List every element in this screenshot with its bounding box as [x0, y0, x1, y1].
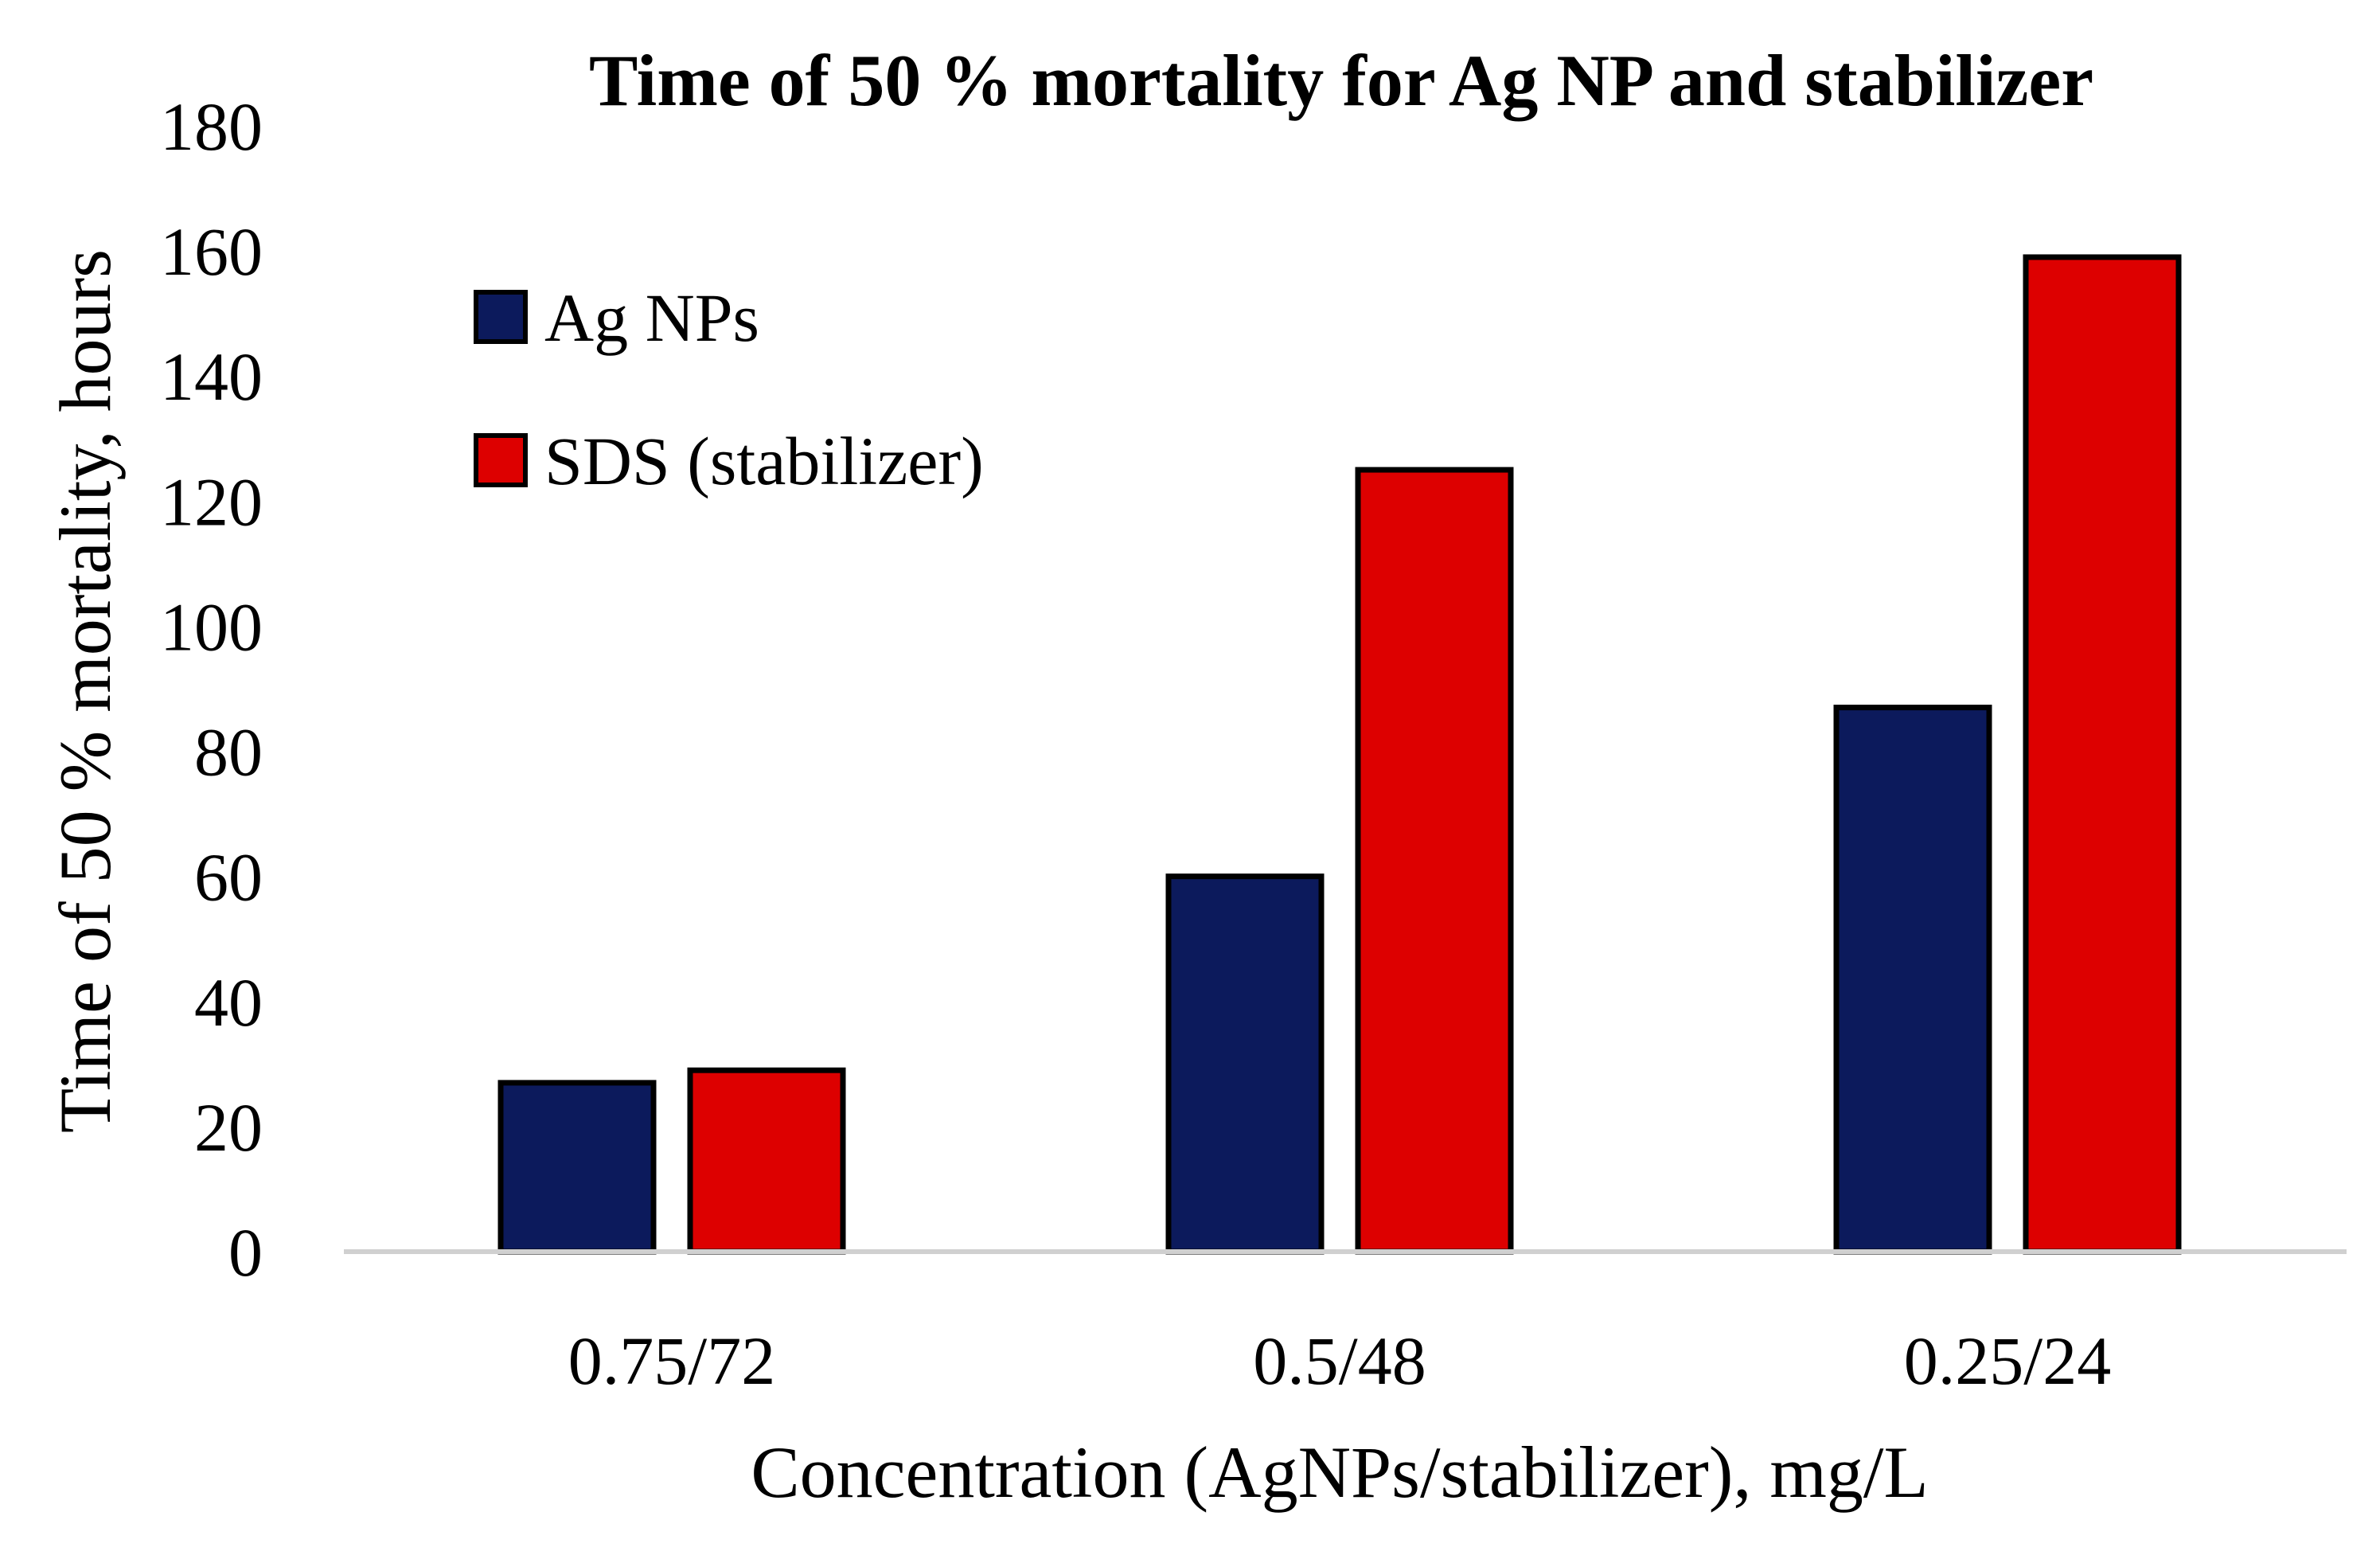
y-tick-label: 80	[194, 714, 263, 791]
bars	[497, 254, 2182, 1255]
y-tick-label: 180	[160, 88, 263, 165]
y-tick-label: 20	[194, 1089, 263, 1166]
legend-label-sds: SDS (stabilizer)	[544, 423, 984, 499]
x-tick-label: 0.75/72	[568, 1323, 775, 1399]
x-tick-label: 0.5/48	[1253, 1323, 1426, 1399]
y-tick-label: 100	[160, 588, 263, 665]
y-tick-label: 160	[160, 213, 263, 290]
x-axis-ticks: 0.75/72 0.5/48 0.25/24	[568, 1323, 2111, 1399]
chart-title: Time of 50 % mortality for Ag NP and sta…	[589, 40, 2093, 121]
y-axis-ticks: 0 20 40 60 80 100 120 140 160 180	[160, 88, 263, 1291]
x-tick-label: 0.25/24	[1904, 1323, 2111, 1399]
y-tick-label: 0	[228, 1214, 263, 1291]
bar-agnps-2	[1165, 873, 1325, 1255]
y-tick-label: 40	[194, 964, 263, 1041]
y-tick-label: 140	[160, 338, 263, 415]
y-axis-title: Time of 50 % mortality, hours	[45, 249, 126, 1133]
bar-agnps-1	[497, 1080, 657, 1255]
legend-swatch-sds	[474, 433, 528, 487]
y-tick-label: 120	[160, 463, 263, 540]
bar-sds-3	[2023, 254, 2182, 1255]
bar-sds-2	[1355, 467, 1514, 1255]
legend: Ag NPs SDS (stabilizer)	[474, 279, 984, 499]
bar-agnps-3	[1833, 705, 1992, 1255]
legend-label-agnps: Ag NPs	[544, 279, 759, 356]
bar-sds-1	[687, 1067, 846, 1255]
legend-swatch-agnps	[474, 290, 528, 344]
y-tick-label: 60	[194, 839, 263, 916]
x-axis-title: Concentration (AgNPs/stabilizer), mg/L	[751, 1432, 1928, 1513]
